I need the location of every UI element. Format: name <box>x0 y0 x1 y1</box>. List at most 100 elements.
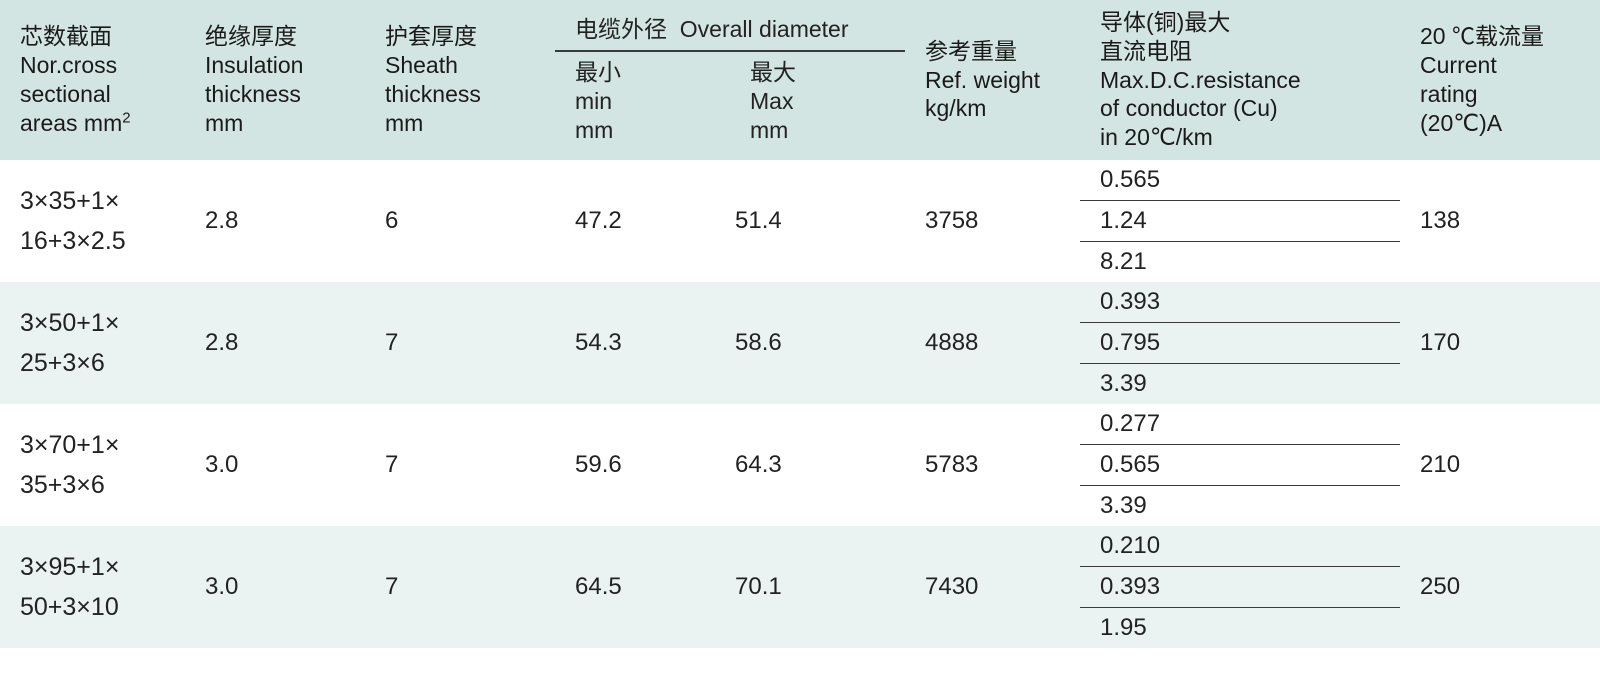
header-text: 电缆外径 <box>575 16 667 42</box>
header-text: 最大 <box>750 59 796 85</box>
header-text: 最小 <box>575 59 621 85</box>
header-cross-section: 芯数截面 Nor.cross sectional areas mm2 <box>0 14 185 145</box>
header-text: Max <box>750 88 793 114</box>
header-sup: 2 <box>122 109 130 126</box>
cell-sheath: 6 <box>365 207 555 235</box>
resistance-sublist: 0.5651.248.21 <box>1080 160 1400 282</box>
header-text: of conductor (Cu) <box>1100 95 1278 121</box>
cell-insulation: 3.0 <box>185 451 365 479</box>
cell-resistance: 1.95 <box>1080 607 1400 648</box>
header-text: 芯数截面 <box>20 23 112 49</box>
header-text: mm <box>575 117 613 143</box>
cell-resistance: 3.39 <box>1080 363 1400 404</box>
cell-text: 3×95+1× <box>20 553 119 581</box>
cell-current: 250 <box>1400 573 1600 601</box>
header-text: mm <box>385 110 423 136</box>
table-row: 3×50+1×25+3×62.8754.358.648880.3930.7953… <box>0 282 1600 404</box>
cell-insulation: 2.8 <box>185 207 365 235</box>
cell-resistance: 0.565 <box>1080 160 1400 201</box>
cell-resistance: 0.565 <box>1080 444 1400 485</box>
cell-current: 170 <box>1400 329 1600 357</box>
table-row: 3×70+1×35+3×63.0759.664.357830.2770.5653… <box>0 404 1600 526</box>
cell-sheath: 7 <box>365 329 555 357</box>
cell-text: 3×70+1× <box>20 431 119 459</box>
cell-sheath: 7 <box>365 451 555 479</box>
cell-sheath: 7 <box>365 573 555 601</box>
cell-text: 50+3×10 <box>20 593 119 621</box>
cell-cross-section: 3×35+1× 16+3×2.5 <box>0 181 185 261</box>
header-text: mm <box>205 110 243 136</box>
header-text: (20℃)A <box>1420 110 1502 136</box>
header-text: min <box>575 88 612 114</box>
cell-resistance: 0.393 <box>1080 566 1400 607</box>
header-text: 20 ℃载流量 <box>1420 23 1544 49</box>
cell-text: 16+3×2.5 <box>20 227 126 255</box>
header-text: rating <box>1420 81 1478 107</box>
resistance-sublist: 0.2100.3931.95 <box>1080 526 1400 648</box>
header-diameter-group: 电缆外径 Overall diameter <box>555 7 905 52</box>
header-text: Ref. weight <box>925 67 1040 93</box>
cell-text: 25+3×6 <box>20 349 105 377</box>
cell-resistance: 8.21 <box>1080 241 1400 282</box>
cell-weight: 3758 <box>905 207 1080 235</box>
header-insulation: 绝缘厚度 Insulation thickness mm <box>185 14 365 145</box>
cell-insulation: 3.0 <box>185 573 365 601</box>
cell-text: 3×50+1× <box>20 309 119 337</box>
cell-current: 138 <box>1400 207 1600 235</box>
cell-resistance: 0.277 <box>1080 404 1400 445</box>
cell-weight: 5783 <box>905 451 1080 479</box>
cell-text: 35+3×6 <box>20 471 105 499</box>
table-header-row: 芯数截面 Nor.cross sectional areas mm2 绝缘厚度 … <box>0 0 1600 160</box>
cell-dia-min: 54.3 <box>555 329 715 357</box>
header-text: Max.D.C.resistance <box>1100 67 1301 93</box>
header-diameter-min: 最小 min mm <box>555 52 730 152</box>
header-text: mm <box>750 117 788 143</box>
header-text: sectional <box>20 81 111 107</box>
cell-resistance: 0.210 <box>1080 526 1400 567</box>
cell-dia-max: 58.6 <box>715 329 905 357</box>
cell-weight: 4888 <box>905 329 1080 357</box>
header-text: Overall diameter <box>680 16 849 42</box>
header-text: areas mm <box>20 110 122 136</box>
header-text: thickness <box>385 81 481 107</box>
header-text: 护套厚度 <box>385 23 477 49</box>
header-text: Insulation <box>205 52 303 78</box>
resistance-sublist: 0.2770.5653.39 <box>1080 404 1400 526</box>
header-text: 直流电阻 <box>1100 38 1192 64</box>
cell-resistance: 0.393 <box>1080 282 1400 323</box>
header-text: kg/km <box>925 95 986 121</box>
cell-cross-section: 3×70+1× 35+3×6 <box>0 425 185 505</box>
header-weight: 参考重量 Ref. weight kg/km <box>905 29 1080 131</box>
header-resistance: 导体(铜)最大 直流电阻 Max.D.C.resistance of condu… <box>1080 0 1400 160</box>
table-row: 3×95+1× 50+3×10 3.0764.570.174300.2100.393… <box>0 526 1600 648</box>
cell-cross-section: 3×50+1× 25+3×6 <box>0 303 185 383</box>
resistance-sublist: 0.3930.7953.39 <box>1080 282 1400 404</box>
header-text: 绝缘厚度 <box>205 23 297 49</box>
cell-dia-max: 70.1 <box>715 573 905 601</box>
header-text: 导体(铜)最大 <box>1100 9 1230 35</box>
cell-dia-max: 51.4 <box>715 207 905 235</box>
cell-cross-section: 3×95+1× 50+3×10 <box>0 547 185 627</box>
header-text: in 20℃/km <box>1100 124 1213 150</box>
header-text: thickness <box>205 81 301 107</box>
cable-spec-table: 芯数截面 Nor.cross sectional areas mm2 绝缘厚度 … <box>0 0 1600 648</box>
cell-dia-min: 59.6 <box>555 451 715 479</box>
header-text: Sheath <box>385 52 458 78</box>
header-text: Current <box>1420 52 1497 78</box>
table-row: 3×35+1× 16+3×2.5 2.8647.251.437580.5651.24… <box>0 160 1600 282</box>
header-current: 20 ℃载流量 Current rating (20℃)A <box>1400 14 1600 145</box>
cell-resistance: 0.795 <box>1080 322 1400 363</box>
header-diameter-max: 最大 Max mm <box>730 52 905 152</box>
cell-dia-min: 64.5 <box>555 573 715 601</box>
cell-insulation: 2.8 <box>185 329 365 357</box>
cell-resistance: 3.39 <box>1080 485 1400 526</box>
cell-dia-min: 47.2 <box>555 207 715 235</box>
cell-text: 3×35+1× <box>20 187 119 215</box>
cell-dia-max: 64.3 <box>715 451 905 479</box>
header-text: 参考重量 <box>925 38 1017 64</box>
cell-resistance: 1.24 <box>1080 200 1400 241</box>
header-sheath: 护套厚度 Sheath thickness mm <box>365 14 555 145</box>
cell-current: 210 <box>1400 451 1600 479</box>
cell-weight: 7430 <box>905 573 1080 601</box>
header-text: Nor.cross <box>20 52 117 78</box>
